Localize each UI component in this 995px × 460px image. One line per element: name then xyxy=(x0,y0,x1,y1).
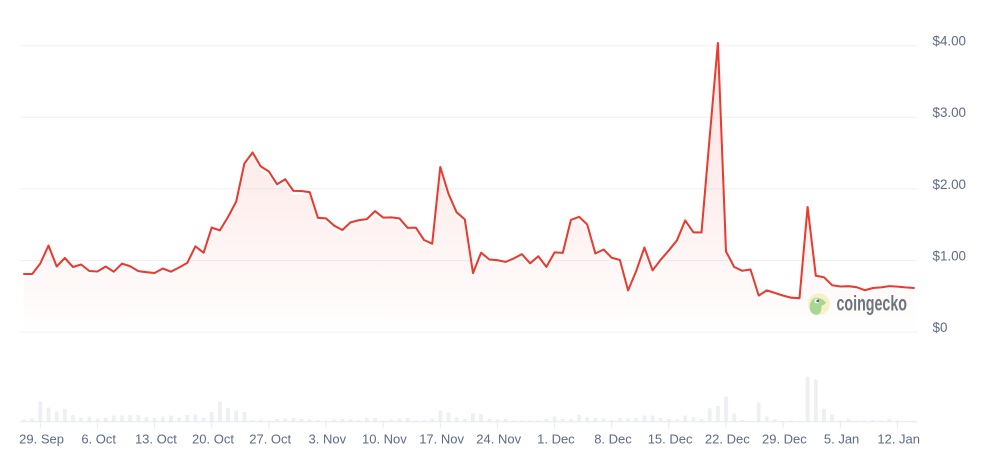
svg-text:$4.00: $4.00 xyxy=(933,34,967,49)
svg-text:$0: $0 xyxy=(933,320,948,335)
svg-text:$2.00: $2.00 xyxy=(933,177,967,192)
svg-text:29. Sep: 29. Sep xyxy=(19,432,64,447)
svg-text:17. Nov: 17. Nov xyxy=(419,432,464,447)
svg-text:coingecko: coingecko xyxy=(836,292,907,315)
svg-text:12. Jan: 12. Jan xyxy=(877,432,920,447)
svg-text:3. Nov: 3. Nov xyxy=(309,432,347,447)
svg-text:24. Nov: 24. Nov xyxy=(476,432,521,447)
svg-text:8. Dec: 8. Dec xyxy=(594,432,632,447)
svg-text:13. Oct: 13. Oct xyxy=(135,432,177,447)
svg-text:10. Nov: 10. Nov xyxy=(362,432,407,447)
svg-text:1. Dec: 1. Dec xyxy=(537,432,575,447)
svg-text:29. Dec: 29. Dec xyxy=(762,432,807,447)
svg-text:6. Oct: 6. Oct xyxy=(81,432,116,447)
svg-text:$1.00: $1.00 xyxy=(933,248,967,263)
svg-text:15. Dec: 15. Dec xyxy=(648,432,693,447)
svg-text:27. Oct: 27. Oct xyxy=(249,432,291,447)
svg-text:22. Dec: 22. Dec xyxy=(705,432,750,447)
svg-text:20. Oct: 20. Oct xyxy=(192,432,234,447)
svg-text:$3.00: $3.00 xyxy=(933,105,967,120)
svg-text:5. Jan: 5. Jan xyxy=(824,432,859,447)
